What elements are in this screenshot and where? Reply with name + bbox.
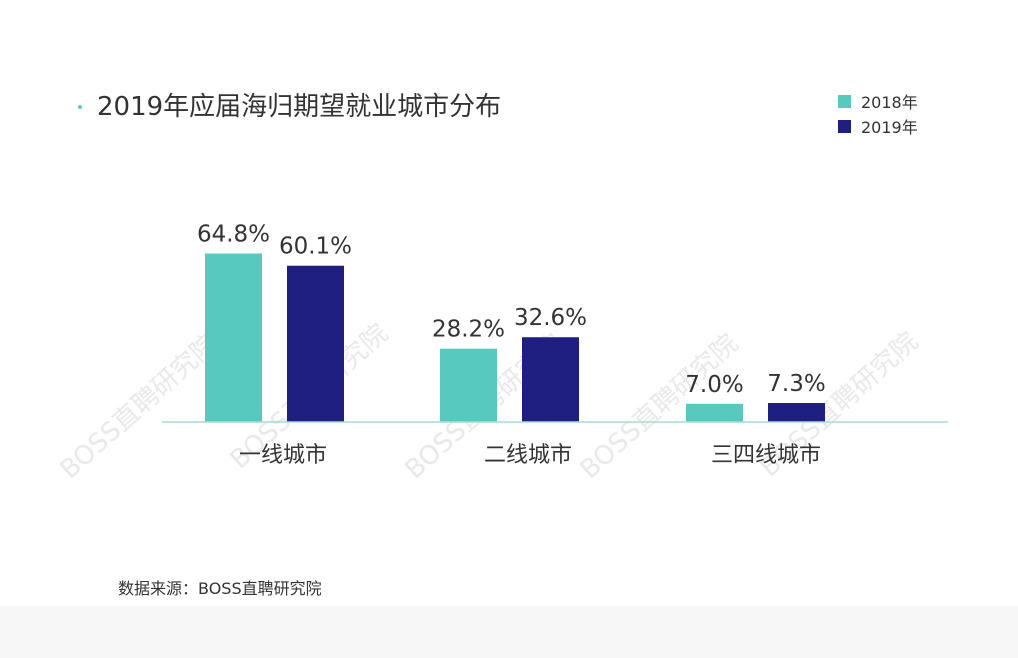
title-bullet-icon (78, 105, 82, 109)
value-label-2018-1: 28.2% (432, 317, 505, 343)
value-label-2019-2: 7.3% (767, 371, 825, 397)
bar-2019-0 (287, 265, 344, 422)
bar-2019-2 (768, 403, 825, 422)
watermark-text: BOSS直聘研究院 (55, 329, 224, 486)
legend-label-2018: 2018年 (861, 93, 918, 112)
category-labels-layer: 一线城市 二线城市 三四线城市 (239, 443, 821, 468)
value-label-2018-0: 64.8% (197, 222, 270, 248)
value-labels-layer: 64.8% 60.1% 28.2% 32.6% 7.0% 7.3% (197, 222, 826, 398)
bar-2018-0 (205, 253, 262, 422)
chart-title: 2019年应届海归期望就业城市分布 (97, 92, 501, 122)
bars-layer (205, 253, 825, 422)
legend-swatch-2019 (838, 120, 851, 133)
value-label-2019-1: 32.6% (514, 305, 587, 331)
legend-swatch-2018 (838, 95, 851, 108)
value-label-2018-2: 7.0% (685, 372, 743, 398)
source-note: 数据来源：BOSS直聘研究院 (118, 579, 322, 598)
legend: 2018年 2019年 (838, 93, 918, 137)
category-label-2: 三四线城市 (711, 443, 821, 468)
category-label-1: 二线城市 (484, 443, 572, 468)
footer-band (0, 606, 1018, 658)
category-label-0: 一线城市 (239, 443, 327, 468)
value-label-2019-0: 60.1% (279, 234, 352, 260)
legend-label-2019: 2019年 (861, 118, 918, 137)
bar-2018-2 (686, 403, 743, 422)
bar-2019-1 (522, 337, 579, 422)
bar-2018-1 (440, 348, 497, 422)
